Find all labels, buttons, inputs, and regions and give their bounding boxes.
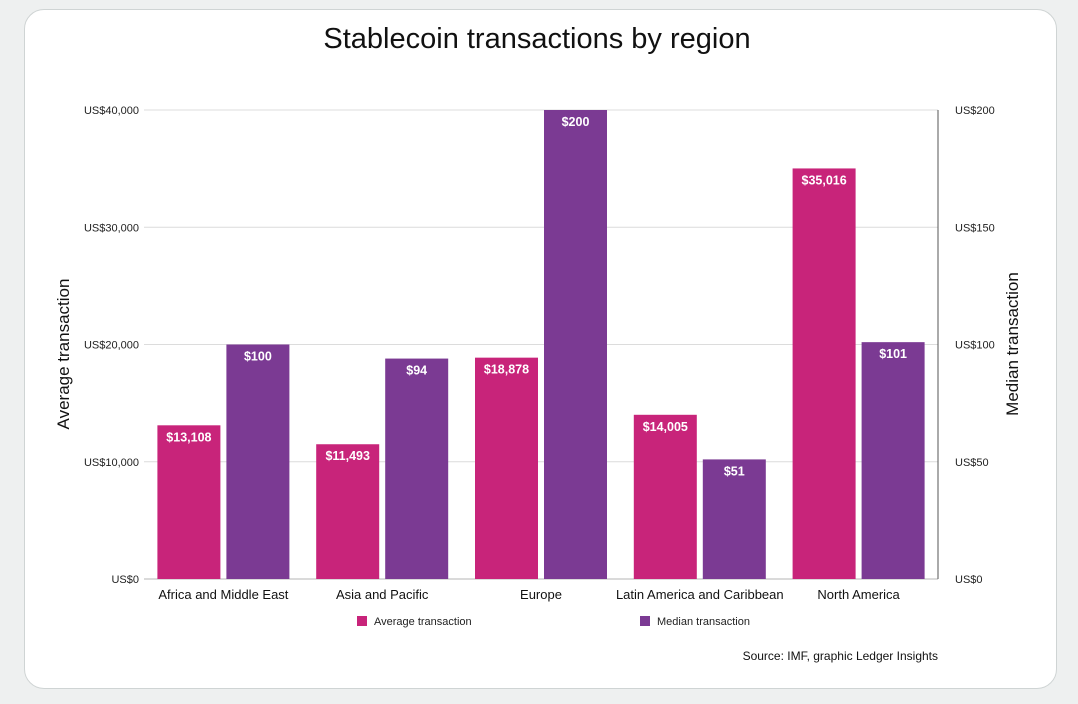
median-transaction-bar <box>226 344 290 579</box>
right-tick-label: US$50 <box>955 457 989 469</box>
average-transaction-bar <box>633 414 697 579</box>
left-tick-label: US$40,000 <box>84 105 139 117</box>
bar-data-label: $18,878 <box>484 363 529 377</box>
bar-data-label: $35,016 <box>802 173 847 187</box>
bar-data-label: $51 <box>724 464 745 478</box>
right-tick-label: US$0 <box>955 574 983 586</box>
median-transaction-bar <box>702 459 766 579</box>
category-label: North America <box>817 587 900 602</box>
source-note: Source: IMF, graphic Ledger Insights <box>743 649 938 663</box>
stablecoin-bar-chart: Stablecoin transactions by region Averag… <box>54 23 1022 663</box>
legend-label: Median transaction <box>657 616 750 628</box>
left-tick-label: US$0 <box>111 574 139 586</box>
average-transaction-bar <box>157 425 221 579</box>
legend-label: Average transaction <box>374 616 472 628</box>
bar-data-label: $94 <box>406 364 427 378</box>
left-axis-title: Average transaction <box>54 279 73 430</box>
bar-data-label: $14,005 <box>643 420 688 434</box>
category-label: Asia and Pacific <box>336 587 429 602</box>
bar-data-label: $11,493 <box>325 449 370 463</box>
chart-card: Stablecoin transactions by region Averag… <box>24 9 1057 689</box>
bar-data-label: $101 <box>879 347 907 361</box>
legend-swatch <box>357 616 367 626</box>
left-tick-label: US$10,000 <box>84 457 139 469</box>
right-tick-label: US$150 <box>955 222 995 234</box>
category-label: Europe <box>520 587 562 602</box>
left-tick-label: US$30,000 <box>84 222 139 234</box>
bar-data-label: $13,108 <box>166 430 211 444</box>
bar-data-label: $100 <box>244 350 272 364</box>
left-tick-label: US$20,000 <box>84 340 139 352</box>
bar-data-label: $200 <box>562 115 590 129</box>
average-transaction-bar <box>316 444 380 579</box>
median-transaction-bar <box>861 342 925 579</box>
median-transaction-bar <box>544 110 607 579</box>
median-transaction-bar <box>385 358 449 579</box>
category-label: Africa and Middle East <box>158 587 288 602</box>
category-label: Latin America and Caribbean <box>616 587 784 602</box>
chart-title: Stablecoin transactions by region <box>323 23 750 55</box>
average-transaction-bar <box>475 357 538 579</box>
legend-swatch <box>640 616 650 626</box>
average-transaction-bar <box>792 168 856 580</box>
right-tick-label: US$100 <box>955 340 995 352</box>
right-axis-title: Median transaction <box>1003 272 1022 416</box>
right-tick-label: US$200 <box>955 105 995 117</box>
